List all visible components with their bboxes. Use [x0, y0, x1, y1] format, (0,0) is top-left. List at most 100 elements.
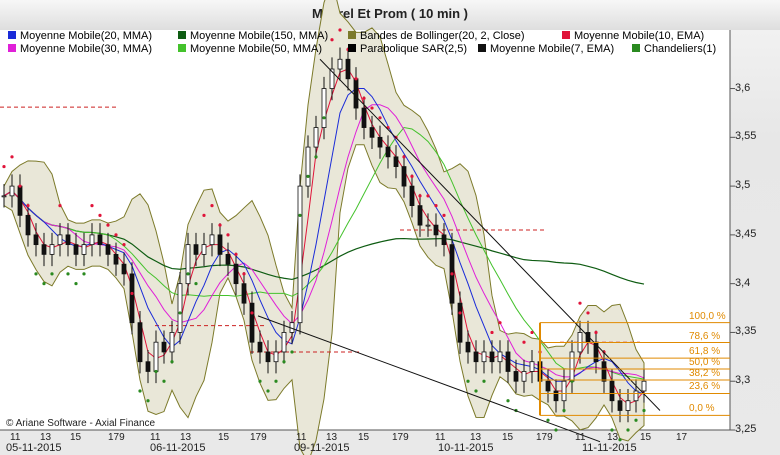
- sar-dot: [434, 204, 438, 208]
- y-tick-label: 3,35: [735, 325, 757, 338]
- sar-dot: [546, 418, 550, 422]
- candle-body: [89, 234, 95, 246]
- sar-dot: [330, 38, 334, 42]
- date-label: 10-11-2015: [438, 442, 494, 454]
- legend-swatch: [632, 44, 640, 52]
- sar-dot: [66, 272, 70, 276]
- y-tick-label: 3,25: [735, 423, 757, 435]
- y-tick-label: 3,6: [735, 81, 751, 94]
- candle-body: [633, 390, 639, 402]
- sar-dot: [530, 330, 534, 335]
- sar-dot: [18, 184, 22, 188]
- legend-item: Bandes de Bollinger(20, 2, Close): [348, 30, 524, 43]
- candle-body: [9, 185, 15, 197]
- sar-dot: [10, 155, 14, 159]
- candle-body: [329, 68, 335, 89]
- legend-label: Moyenne Mobile(10, EMA): [574, 30, 705, 42]
- ma-30-line: [3, 104, 645, 379]
- candle-body: [17, 185, 23, 216]
- sar-dot: [426, 194, 430, 198]
- sar-dot: [98, 213, 102, 217]
- legend-label: Moyenne Mobile(30, MMA): [20, 43, 153, 55]
- sar-dot: [370, 106, 374, 110]
- sar-dot: [74, 282, 78, 286]
- ma-50-line: [3, 127, 645, 380]
- sar-dot: [210, 204, 214, 208]
- candle-body: [1, 195, 7, 198]
- fib-level-label: 23,6 %: [689, 381, 721, 393]
- legend-label: Moyenne Mobile(20, MMA): [20, 30, 153, 42]
- trend-line-down: [319, 58, 661, 411]
- candle-body: [473, 351, 479, 363]
- legend-swatch: [8, 31, 16, 39]
- legend-item: Moyenne Mobile(20, MMA): [8, 30, 152, 43]
- sar-dot: [42, 282, 46, 286]
- sar-dot: [90, 204, 94, 208]
- sar-dot: [130, 291, 134, 296]
- candle-body: [81, 244, 87, 255]
- sar-dot: [146, 399, 150, 403]
- x-tick-label: 13: [180, 432, 192, 443]
- candle-body: [409, 185, 415, 207]
- candle-body: [337, 58, 343, 70]
- candle-body: [73, 244, 79, 255]
- sar-dot: [442, 213, 446, 217]
- candle-body: [41, 244, 47, 255]
- candle-body: [233, 263, 239, 285]
- date-label: 05-11-2015: [6, 442, 62, 454]
- sar-dot: [122, 243, 126, 247]
- sar-dot: [170, 360, 174, 364]
- sar-dot: [162, 379, 166, 383]
- title-bar: Maurel Et Prom ( 10 min ): [0, 0, 780, 30]
- candle-body: [641, 380, 647, 392]
- y-tick-label: 3,5: [735, 179, 751, 192]
- candle-body: [513, 371, 519, 382]
- candle-body: [33, 234, 39, 246]
- candle-body: [361, 107, 367, 128]
- legend-swatch: [8, 44, 16, 52]
- sar-dot: [202, 213, 206, 217]
- candle-body: [185, 244, 191, 285]
- y-tick-label: 3,45: [735, 227, 757, 240]
- sar-dot: [82, 272, 86, 276]
- candle-body: [105, 244, 111, 255]
- sar-dot: [482, 379, 486, 383]
- sar-dot: [250, 311, 254, 315]
- candle-body: [457, 302, 463, 343]
- sar-dot: [474, 389, 478, 393]
- sar-dot: [466, 379, 470, 383]
- sar-dot: [282, 360, 286, 364]
- x-tick-label: 13: [326, 432, 338, 443]
- legend-label: Parabolique SAR(2,5): [360, 43, 468, 55]
- date-label: 11-11-2015: [582, 442, 637, 454]
- fib-level-label: 0,0 %: [689, 403, 715, 415]
- sar-dot: [378, 116, 382, 120]
- sar-dot: [450, 272, 454, 276]
- candle-body: [321, 88, 327, 128]
- legend-item: Moyenne Mobile(10, EMA): [562, 30, 704, 43]
- candle-body: [225, 253, 231, 265]
- legend-item: Moyenne Mobile(50, MMA): [178, 43, 322, 56]
- candle-body: [401, 166, 407, 187]
- chart-title: Maurel Et Prom ( 10 min ): [311, 6, 469, 21]
- candle-body: [305, 146, 311, 187]
- legend-item: Moyenne Mobile(7, EMA): [478, 43, 614, 56]
- sar-dot: [266, 389, 270, 393]
- sar-dot: [186, 272, 190, 276]
- candle-body: [481, 351, 487, 363]
- legend-label: Moyenne Mobile(7, EMA): [490, 43, 615, 55]
- candle-body: [297, 185, 303, 324]
- x-tick-label: 15: [640, 432, 652, 443]
- candle-body: [265, 351, 271, 363]
- sar-dot: [410, 174, 414, 178]
- candle-body: [433, 224, 439, 236]
- candle-body: [601, 361, 607, 382]
- sar-dot: [106, 223, 110, 227]
- sar-dot: [402, 155, 406, 159]
- candle-body: [177, 283, 183, 333]
- candle-body: [625, 400, 631, 411]
- candle-body: [49, 244, 55, 255]
- fib-level-label: 61,8 %: [689, 346, 721, 358]
